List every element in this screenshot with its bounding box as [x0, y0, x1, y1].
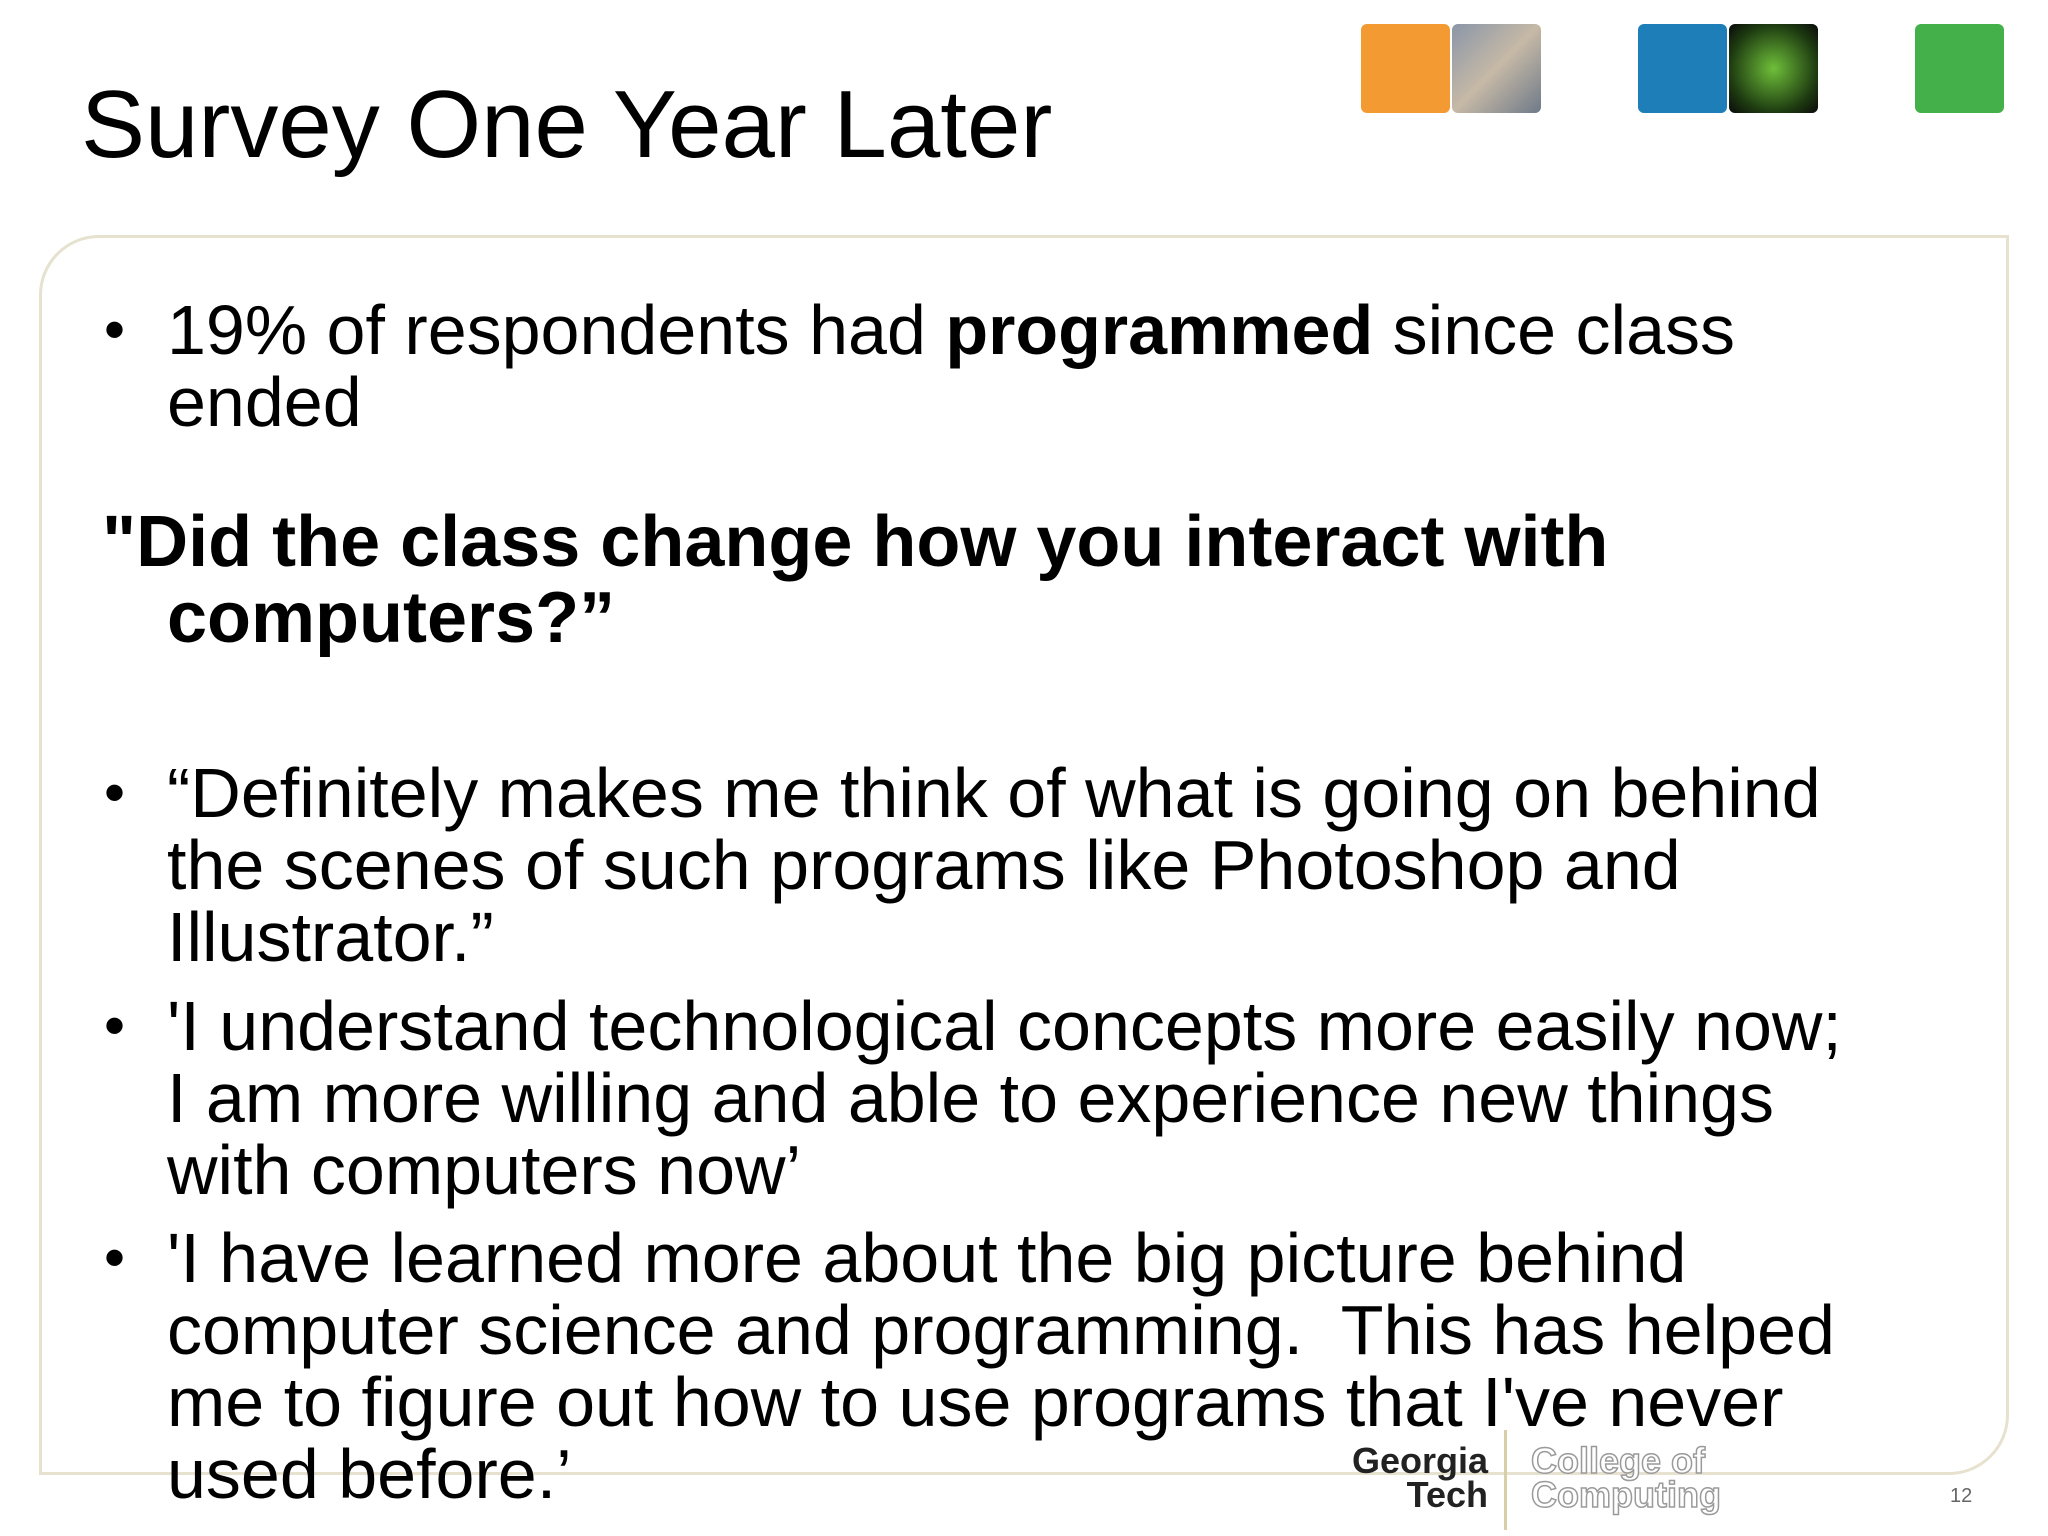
logo-line: Tech	[1406, 1474, 1488, 1515]
blue-tile	[1638, 24, 1727, 113]
page-number: 12	[1950, 1485, 1973, 1507]
bullet-text: 19% of respondents had programmed since …	[167, 294, 1735, 366]
quote-line: Illustrator.”	[167, 898, 494, 976]
bullet: •	[104, 992, 126, 1059]
photo-tile	[1452, 24, 1541, 113]
logo-text: Georgia Tech	[1316, 1440, 1488, 1515]
quote-line: computer science and programming. This h…	[167, 1291, 1835, 1369]
quote-line: used before.’	[167, 1435, 572, 1513]
logo-line: College of	[1530, 1440, 1706, 1481]
question-line: "Did the class change how you interact w…	[102, 502, 1609, 582]
text: 19% of respondents had	[167, 291, 946, 369]
text: since class	[1373, 291, 1736, 369]
slide-title: Survey One Year Later	[81, 71, 1053, 178]
bullet: •	[104, 1224, 126, 1291]
quote-line: 'I have learned more about the big pictu…	[167, 1219, 1687, 1297]
quote-line: the scenes of such programs like Photosh…	[167, 826, 1681, 904]
green-tile	[1915, 24, 2004, 113]
network-tile	[1729, 24, 1818, 113]
orange-tile	[1361, 24, 1450, 113]
quote-line: with computers now’	[167, 1131, 802, 1209]
quote-line: I am more willing and able to experience…	[167, 1059, 1774, 1137]
content-frame	[39, 235, 2009, 1475]
bullet: •	[104, 296, 126, 363]
logo-line: Georgia	[1351, 1440, 1488, 1481]
quote-line: me to figure out how to use programs tha…	[167, 1363, 1784, 1441]
logo-line: Computing	[1530, 1474, 1721, 1515]
bullet: •	[104, 759, 126, 826]
logo-divider	[1504, 1430, 1507, 1530]
question-line: computers?”	[167, 578, 616, 658]
quote-line: “Definitely makes me think of what is go…	[167, 754, 1821, 832]
college-text: College of Computing	[1530, 1440, 1721, 1515]
bold-text: programmed	[945, 291, 1374, 369]
quote-line: 'I understand technological concepts mor…	[167, 987, 1842, 1065]
bullet-text: ended	[167, 363, 362, 441]
